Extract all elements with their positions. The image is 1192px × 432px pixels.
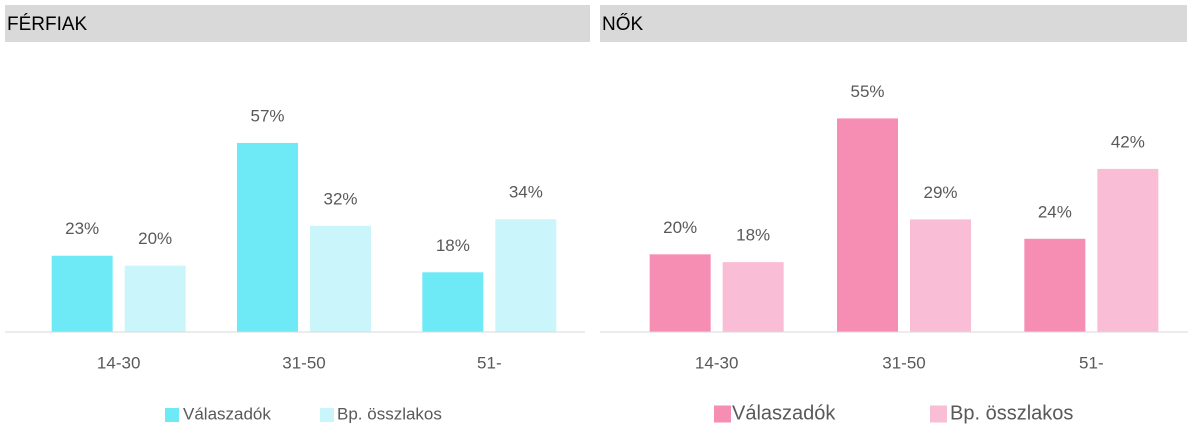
bar — [1024, 238, 1086, 332]
bar — [422, 272, 484, 332]
bar — [495, 219, 557, 332]
bar — [124, 265, 186, 332]
x-tick-label: 14-30 — [97, 353, 140, 372]
panel-header — [5, 5, 590, 42]
x-tick-label: 31-50 — [882, 353, 925, 372]
legend-label: Bp. összlakos — [337, 404, 442, 423]
x-tick-label: 31-50 — [282, 353, 325, 372]
legend-swatch — [320, 408, 334, 422]
x-tick-label: 51- — [1079, 353, 1104, 372]
legend-label: Válaszadók — [732, 402, 836, 424]
bar — [310, 225, 371, 332]
data-label: 34% — [509, 183, 543, 202]
data-label: 20% — [663, 218, 697, 237]
data-label: 18% — [436, 236, 470, 255]
data-label: 42% — [1111, 132, 1145, 151]
bar — [837, 118, 898, 333]
bar — [51, 255, 113, 332]
data-label: 18% — [736, 226, 770, 245]
data-label: 29% — [923, 183, 957, 202]
bar — [722, 262, 784, 332]
legend-label: Válaszadók — [183, 404, 271, 423]
panel-header — [600, 5, 1187, 42]
bar — [1097, 168, 1159, 332]
bar — [649, 254, 711, 332]
bar — [910, 219, 971, 332]
data-label: 32% — [323, 189, 357, 208]
chart-title: FÉRFIAK — [7, 14, 88, 35]
x-tick-label: 51- — [477, 353, 502, 372]
legend-swatch — [930, 405, 947, 423]
bar — [237, 142, 298, 332]
legend-label: Bp. összlakos — [950, 402, 1073, 424]
chart-title: NŐK — [602, 13, 644, 35]
data-label: 20% — [138, 229, 172, 248]
data-label: 57% — [250, 106, 284, 125]
data-label: 24% — [1038, 202, 1072, 221]
data-label: 55% — [850, 82, 884, 101]
x-tick-label: 14-30 — [695, 353, 738, 372]
legend-swatch — [165, 408, 179, 422]
data-label: 23% — [65, 219, 99, 238]
legend-swatch — [714, 405, 731, 423]
